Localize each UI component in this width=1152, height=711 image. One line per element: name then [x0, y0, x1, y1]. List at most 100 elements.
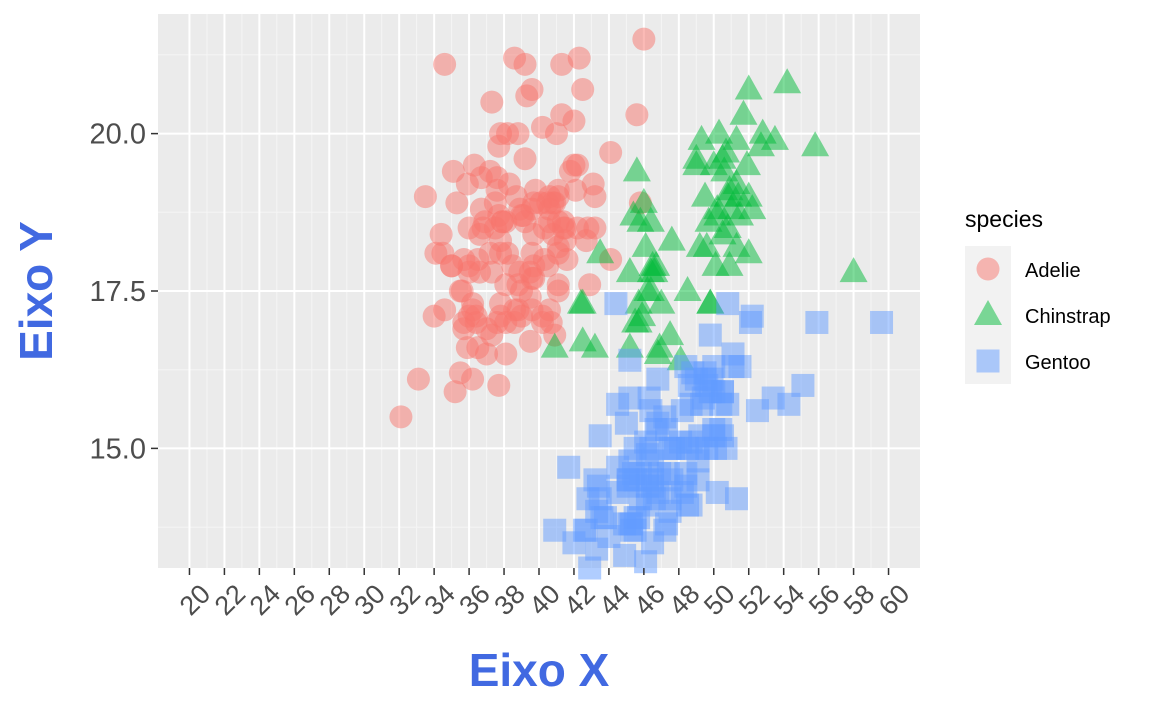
- chinstrap-point: [738, 194, 767, 220]
- legend: species Adelie Chinstrap Gentoo: [965, 206, 1111, 384]
- gentoo-point: [669, 430, 693, 454]
- gentoo-point: [613, 543, 637, 567]
- legend-item-gentoo: Gentoo: [965, 338, 1091, 384]
- gentoo-point: [670, 399, 694, 423]
- chinstrap-point: [691, 181, 720, 207]
- chinstrap-point: [682, 143, 711, 169]
- gentoo-point: [578, 556, 602, 580]
- chinstrap-point: [705, 118, 734, 144]
- chinstrap-point: [734, 238, 763, 264]
- adelie-point: [468, 222, 492, 246]
- chinstrap-point: [732, 150, 761, 176]
- y-tick-label: 20.0: [90, 119, 146, 151]
- y-tick-label: 15.0: [90, 433, 146, 465]
- gentoo-point: [613, 512, 637, 536]
- y-tick-label: 17.5: [90, 276, 146, 308]
- adelie-point: [480, 90, 504, 114]
- gentoo-point: [586, 474, 610, 498]
- gentoo-point: [585, 499, 609, 523]
- chinstrap-point: [692, 231, 721, 257]
- gentoo-point: [711, 424, 735, 448]
- adelie-point: [553, 216, 577, 240]
- chinstrap-point: [636, 276, 665, 301]
- adelie-point: [494, 342, 518, 366]
- gentoo-point: [623, 468, 647, 492]
- adelie-point: [487, 134, 511, 158]
- adelie-point: [520, 78, 544, 102]
- gentoo-point: [705, 480, 729, 504]
- adelie-point: [441, 159, 465, 183]
- chinstrap-point: [801, 131, 830, 157]
- adelie-point: [445, 191, 469, 215]
- series-adelie: [389, 27, 656, 429]
- chinstrap-point: [657, 225, 686, 251]
- gentoo-point: [618, 348, 642, 372]
- adelie-point: [494, 273, 518, 297]
- adelie-point: [429, 222, 453, 246]
- adelie-point: [581, 172, 605, 196]
- chinstrap-point: [624, 288, 653, 314]
- adelie-point: [489, 241, 513, 265]
- chinstrap-point: [647, 288, 676, 314]
- gentoo-point: [686, 436, 710, 460]
- adelie-point: [565, 153, 589, 177]
- legend-title: species: [965, 206, 1043, 232]
- adelie-point: [457, 260, 481, 284]
- chinstrap-point: [701, 250, 730, 276]
- adelie-point: [462, 153, 486, 177]
- adelie-point: [537, 185, 561, 209]
- gentoo-point: [740, 304, 764, 328]
- adelie-point: [510, 304, 534, 328]
- gentoo-point: [716, 292, 740, 316]
- chinstrap-point: [568, 288, 597, 314]
- chinstrap-point: [746, 131, 775, 157]
- chinstrap-point: [624, 307, 653, 333]
- adelie-point: [475, 342, 499, 366]
- gentoo-point: [761, 386, 785, 410]
- adelie-point: [513, 52, 537, 76]
- chinstrap-point: [626, 206, 655, 232]
- legend-circle-icon: [976, 257, 1000, 281]
- data-points: [389, 27, 894, 580]
- adelie-point: [564, 178, 588, 202]
- x-axis-title: Eixo X: [469, 644, 610, 696]
- x-axis: 2022242628303234363840424446485052545658…: [174, 568, 915, 621]
- y-axis-title: Eixo Y: [10, 221, 62, 361]
- series-gentoo: [543, 292, 894, 580]
- legend-label: Gentoo: [1025, 352, 1091, 374]
- chinstrap-point: [773, 68, 802, 94]
- chinstrap-point: [712, 137, 741, 163]
- gentoo-point: [653, 518, 677, 542]
- chinstrap-point: [710, 156, 739, 182]
- gentoo-point: [653, 405, 677, 429]
- chinstrap-point: [673, 276, 702, 301]
- adelie-point: [539, 310, 563, 334]
- adelie-point: [433, 52, 457, 76]
- gentoo-point: [648, 462, 672, 486]
- gentoo-point: [606, 392, 630, 416]
- adelie-point: [632, 27, 656, 51]
- chinstrap-point: [760, 124, 789, 150]
- adelie-point: [455, 336, 479, 360]
- chinstrap-point: [713, 181, 742, 207]
- adelie-point: [513, 210, 537, 234]
- y-axis: 15.0 17.5 20.0: [90, 119, 158, 465]
- adelie-point: [487, 373, 511, 397]
- adelie-point: [530, 115, 554, 139]
- gentoo-point: [618, 449, 642, 473]
- adelie-point: [389, 405, 413, 429]
- legend-triangle-icon: [974, 300, 1002, 325]
- chinstrap-point: [631, 231, 660, 257]
- gentoo-point: [724, 487, 748, 511]
- gentoo-point: [604, 292, 628, 316]
- gentoo-point: [805, 310, 829, 334]
- adelie-point: [522, 254, 546, 278]
- adelie-point: [413, 185, 437, 209]
- adelie-point: [571, 78, 595, 102]
- gentoo-point: [646, 367, 670, 391]
- gentoo-point: [614, 411, 638, 435]
- legend-label: Adelie: [1025, 260, 1081, 282]
- adelie-point: [518, 329, 542, 353]
- chinstrap-point: [713, 213, 742, 239]
- gentoo-point: [870, 310, 894, 334]
